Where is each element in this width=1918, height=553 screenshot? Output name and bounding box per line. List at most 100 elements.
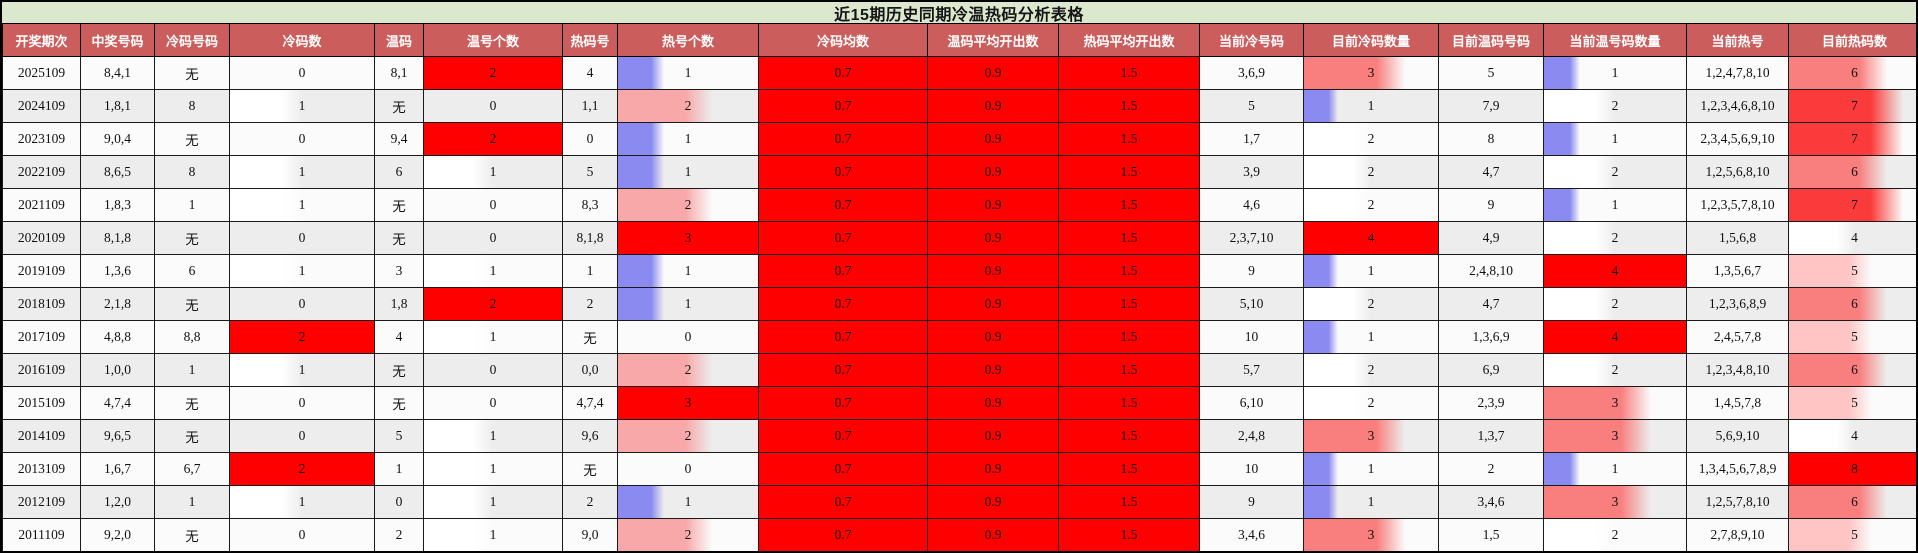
cell-cur-hot-count: 5 [1788, 518, 1916, 551]
cell-value: 0.9 [984, 362, 1002, 377]
data-bar [1789, 288, 1888, 320]
data-bar [1789, 57, 1888, 89]
cell-hot-avg: 1.5 [1058, 56, 1200, 90]
data-bar [618, 57, 665, 89]
cell-warm-avg: 0.9 [927, 287, 1059, 321]
cell-hot-count: 1 [617, 155, 759, 189]
cell-value: 无 [185, 430, 199, 445]
data-bar [424, 519, 493, 551]
cell-cur-hot-count: 4 [1788, 419, 1916, 453]
cell-value: 0.7 [834, 164, 852, 179]
cell-cold-avg: 0.7 [758, 452, 928, 486]
data-bar [618, 90, 712, 122]
cell-value: 0.9 [984, 395, 1002, 410]
cell-cur-warm-count: 2 [1543, 221, 1687, 255]
cell-warm-nums: 0 [374, 485, 424, 519]
cell-value: 10 [1244, 329, 1259, 344]
data-bar [1789, 519, 1872, 551]
cell-cur-warm-count: 1 [1543, 56, 1687, 90]
cell-cold-count: 0 [229, 287, 375, 321]
cell-value: 4,9 [1482, 230, 1500, 245]
table-row: 2023109 9,0,4 无 0 9,4 2 0 1 0.7 0.9 1.5 1,7 2 8 1 2,3,4… [2, 122, 1916, 156]
cell-value: 1,2,3,4,8,10 [1705, 362, 1770, 377]
cell-cur-hot-count: 5 [1788, 320, 1916, 354]
cell-value: 8,6,5 [104, 164, 131, 179]
cell-cur-warm: 2,4,8,10 [1438, 254, 1544, 288]
cell-value: 4,7 [1482, 164, 1500, 179]
cell-value: 0,0 [581, 362, 599, 377]
data-bar [928, 57, 1058, 89]
data-bar [1059, 486, 1199, 518]
cell-value: 1,5,6,8 [1718, 230, 1757, 245]
col-header-cur-cold-count: 目前冷码数量 [1303, 23, 1439, 57]
cell-cur-cold: 9 [1199, 254, 1304, 288]
cell-value: 1,3,5,6,7 [1713, 263, 1762, 278]
cell-value: 4,7 [1482, 296, 1500, 311]
cell-value: 1 [188, 362, 196, 377]
cell-cold-avg: 0.7 [758, 485, 928, 519]
data-bar [1544, 321, 1686, 353]
cell-win: 4,7,4 [80, 386, 155, 420]
cell-value: 2 [684, 197, 692, 212]
cell-value: 9,4 [390, 131, 408, 146]
data-bar [1059, 156, 1199, 188]
cell-value: 无 [392, 397, 406, 412]
cell-warm-nums: 无 [374, 386, 424, 420]
table-row: 2013109 1,6,7 6,7 2 1 1 无 0 0.7 0.9 1.5 10 1 2 1 1,3,4,… [2, 452, 1916, 486]
cell-value: 3,4,6 [1238, 527, 1265, 542]
cell-value: 2015109 [17, 395, 66, 410]
cell-value: 0.9 [984, 131, 1002, 146]
data-bar [1544, 288, 1615, 320]
data-bar [1059, 519, 1199, 551]
cell-cur-cold-count: 1 [1303, 254, 1439, 288]
cell-hot-count: 3 [617, 221, 759, 255]
cell-value: 7 [1851, 98, 1858, 113]
cell-value: 0.7 [834, 296, 852, 311]
cell-value: 3 [1367, 428, 1375, 443]
cell-warm-avg: 0.9 [927, 353, 1059, 387]
cell-win: 1,8,3 [80, 188, 155, 222]
data-bar [1544, 519, 1615, 551]
cell-period: 2015109 [2, 386, 81, 420]
cell-warm-avg: 0.9 [927, 419, 1059, 453]
cell-value: 2013109 [17, 461, 66, 476]
cell-hot-avg: 1.5 [1058, 518, 1200, 551]
data-bar [618, 222, 758, 254]
cell-hot-count: 3 [617, 386, 759, 420]
cell-value: 0.7 [834, 98, 852, 113]
cell-value: 2 [586, 494, 594, 509]
cell-value: 0.9 [984, 197, 1002, 212]
data-bar [230, 486, 302, 518]
cell-value: 8 [188, 98, 196, 113]
data-bar [1059, 222, 1199, 254]
data-bar [928, 321, 1058, 353]
cell-warm-avg: 0.9 [927, 518, 1059, 551]
cell-warm-count: 1 [423, 254, 563, 288]
cell-value: 1 [586, 263, 594, 278]
cell-value: 2 [684, 362, 692, 377]
data-bar [1304, 519, 1405, 551]
cell-value: 0.7 [834, 65, 852, 80]
table-row: 2020109 8,1,8 无 0 无 0 8,1,8 3 0.7 0.9 1.5 2,3,7,10 4… [2, 221, 1916, 255]
table-row: 2011109 9,2,0 无 0 2 1 9,0 2 0.7 0.9 1.5 3,4,6 3 1,5 2 2… [2, 518, 1916, 551]
cell-hot-count: 1 [617, 254, 759, 288]
cell-value: 2,4,8 [1238, 428, 1265, 443]
data-bar [1304, 288, 1371, 320]
cell-value: 2 [684, 98, 692, 113]
table-row: 2025109 8,4,1 无 0 8,1 2 4 1 0.7 0.9 1.5 3,6,9 3 5 1 1,2… [2, 56, 1916, 90]
cell-value: 3,4,6 [1477, 494, 1505, 509]
cell-value: 1,8 [390, 296, 408, 311]
cell-cold-nums: 8 [154, 155, 230, 189]
cell-hot-nums: 4,7,4 [562, 386, 618, 420]
cell-value: 9,6 [581, 428, 599, 443]
cell-value: 2 [1367, 164, 1375, 179]
cell-warm-nums: 无 [374, 221, 424, 255]
cell-value: 2023109 [17, 131, 66, 146]
cell-period: 2018109 [2, 287, 81, 321]
cell-cur-hot-count: 6 [1788, 485, 1916, 519]
cell-value: 1,3,6,9 [1472, 329, 1510, 344]
data-bar [1304, 387, 1371, 419]
cell-value: 1.5 [1120, 230, 1138, 245]
cell-cur-cold-count: 1 [1303, 89, 1439, 123]
data-bar [928, 123, 1058, 155]
